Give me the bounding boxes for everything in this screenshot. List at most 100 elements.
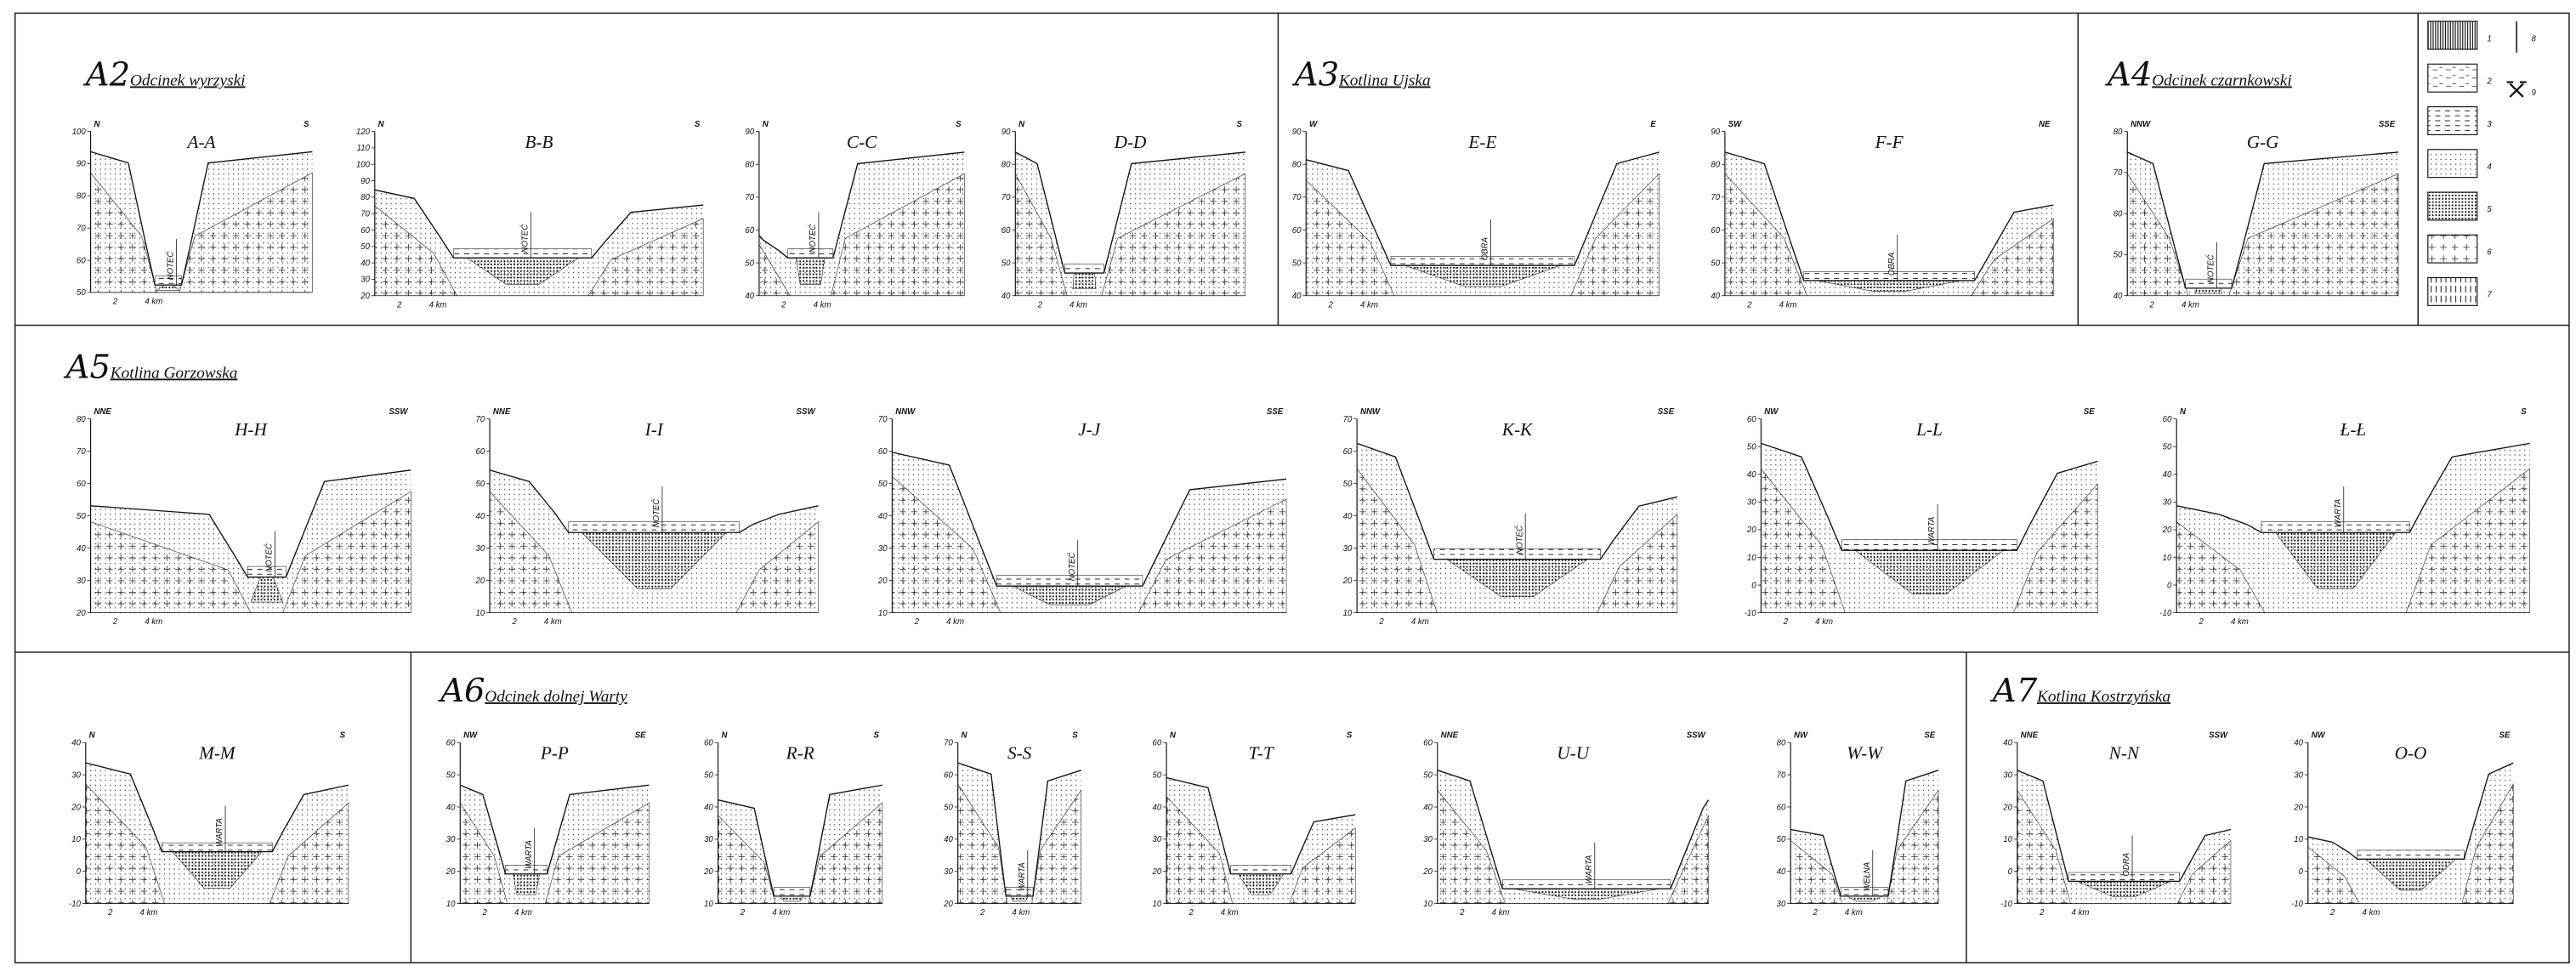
section-name: Odcinek czarnkowski: [2152, 71, 2292, 89]
tick-label: 30: [1343, 544, 1353, 554]
tick-label: -10: [2291, 900, 2304, 909]
section-name: Kotlina Ujska: [1338, 71, 1431, 89]
scale-label: 4 km: [2072, 908, 2090, 918]
direction: SSE: [1658, 407, 1675, 417]
tick-label: 90: [360, 177, 370, 186]
direction: E: [1650, 120, 1656, 129]
section-code: A6: [438, 672, 485, 710]
legend-number: 3: [2487, 120, 2492, 129]
scale-label: 4 km: [2231, 617, 2249, 627]
direction: NNW: [895, 407, 916, 417]
tick-label: 10: [1747, 554, 1756, 563]
river-label: WARTA: [2334, 499, 2343, 528]
legend-number: 9: [2532, 88, 2537, 98]
scale-label: 4 km: [1411, 617, 1429, 627]
tick-label: 60: [77, 256, 86, 265]
scale-label: 4 km: [1012, 908, 1030, 918]
tick-label: 20: [703, 867, 713, 877]
direction: S: [695, 120, 701, 129]
profile: 70605040302024 kmS-SNSWARTA: [943, 730, 1081, 918]
scale-label: 4 km: [1492, 908, 1510, 918]
profile: 90807060504024 kmE-EWEOBRA: [1292, 120, 1660, 310]
tick-label: 10: [2003, 835, 2012, 844]
direction: NNW: [1360, 407, 1381, 417]
scale-label: 4 km: [2182, 300, 2199, 310]
direction: S: [1236, 120, 1242, 129]
tick-label: 20: [2002, 803, 2012, 812]
scale-label: 4 km: [772, 908, 790, 918]
tick-label: 40: [1292, 292, 1302, 301]
profile-title: F-F: [1875, 132, 1904, 152]
direction: N: [378, 120, 385, 129]
scale-label: 2: [2329, 908, 2335, 918]
direction: SW: [1728, 120, 1742, 129]
profile: 80706050403024 kmW-WNWSEWEŁNA: [1777, 730, 1938, 918]
river-label: OBRA: [1887, 253, 1897, 276]
legend-number: 5: [2487, 205, 2492, 214]
legend-swatch: [2428, 107, 2477, 135]
tick-label: 30: [446, 835, 456, 844]
tick-label: 100: [356, 160, 371, 169]
tick-label: 80: [1711, 160, 1720, 169]
tick-label: 10: [446, 900, 456, 909]
profile: 60504030201024 kmU-UNNESSWWARTA: [1422, 730, 1708, 918]
scale-label: 4 km: [544, 617, 562, 627]
tick-label: 70: [944, 739, 953, 748]
tick-label: 70: [2114, 168, 2123, 178]
tick-label: 40: [2003, 739, 2012, 748]
section-code: A3: [1292, 55, 1339, 94]
sand-lens: [1011, 896, 1028, 901]
tick-label: 70: [77, 224, 86, 233]
tick-label: 50: [2114, 251, 2123, 260]
tick-label: 20: [445, 867, 456, 877]
profile-title: M-M: [198, 743, 236, 764]
river-label: NOTEĆ: [167, 251, 176, 281]
tick-label: 50: [446, 770, 456, 780]
direction: NW: [463, 730, 478, 740]
tick-label: 30: [360, 276, 370, 285]
tick-label: 30: [71, 770, 81, 780]
tick-label: 90: [1292, 128, 1302, 137]
profile-title: K-K: [1501, 419, 1534, 440]
tick-label: 50: [1153, 770, 1162, 780]
tick-label: 50: [1711, 259, 1720, 268]
direction: SSE: [1267, 407, 1284, 417]
direction: NNE: [493, 407, 511, 417]
tick-label: 40: [1001, 292, 1011, 301]
profile-title: R-R: [786, 743, 814, 764]
scale-label: 2: [1812, 908, 1818, 918]
river-label: NOTEĆ: [1515, 525, 1524, 554]
direction: S: [304, 120, 309, 129]
direction: NW: [2312, 730, 2326, 740]
scale-label: 2: [780, 300, 786, 310]
tick-label: 20: [2293, 803, 2303, 812]
profile: 403020100-1024 kmN-NNNESSWODRA: [2000, 730, 2231, 918]
profile: 90807060504024 kmD-DNS: [1001, 120, 1245, 310]
profile: 90807060504024 kmC-CNSNOTEĆ: [745, 120, 964, 310]
tick-label: 90: [1711, 128, 1720, 137]
tick-label: 60: [1747, 415, 1756, 424]
section-code: A5: [64, 348, 111, 386]
tick-label: 20: [360, 292, 370, 301]
sand-lens: [513, 874, 539, 895]
legend-swatch: [2428, 278, 2477, 306]
scale-label: 4 km: [145, 297, 162, 306]
profile: 403020100-1024 kmO-ONWSE: [2291, 730, 2513, 918]
tick-label: 40: [1423, 803, 1433, 812]
tick-label: 90: [1001, 128, 1011, 137]
profile-title: A-A: [185, 132, 216, 152]
direction: N: [763, 120, 769, 129]
figure: A2Odcinek wyrzyski100908070605024 kmA-AN…: [0, 0, 2576, 966]
river-label: NOTEĆ: [265, 543, 275, 572]
tick-label: 40: [71, 739, 81, 748]
legend-number: 4: [2487, 162, 2491, 172]
tick-label: 60: [704, 739, 713, 748]
tick-label: 60: [1292, 226, 1302, 236]
direction: SE: [1924, 730, 1935, 740]
tick-label: 60: [360, 226, 370, 236]
tick-label: 60: [1343, 447, 1353, 457]
river-label: NOTEĆ: [652, 498, 661, 528]
scale-label: 4 km: [2363, 908, 2380, 918]
scale-label: 2: [1783, 617, 1789, 627]
